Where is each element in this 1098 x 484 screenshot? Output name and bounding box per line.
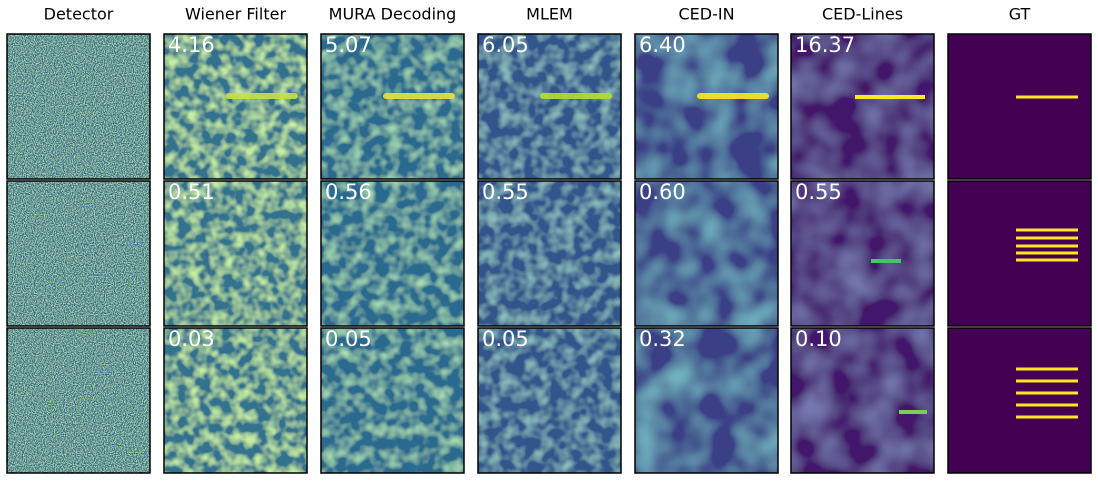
score-label: 0.05 — [482, 327, 529, 351]
feature-streak — [697, 93, 769, 99]
feature-streak — [855, 95, 925, 99]
image-panel — [164, 34, 307, 179]
column-header: Detector — [44, 5, 114, 24]
panel-border — [790, 180, 935, 327]
panel-border — [6, 180, 151, 327]
image-panel — [321, 34, 464, 179]
gt-line — [1016, 403, 1078, 407]
image-panel — [635, 34, 778, 179]
image-panel — [7, 34, 150, 179]
image-panel — [948, 328, 1091, 473]
gt-line — [1016, 367, 1078, 371]
score-label: 5.07 — [325, 33, 372, 57]
panel-border — [163, 327, 308, 474]
panel-border — [947, 33, 1092, 180]
feature-streak — [871, 259, 901, 263]
column-header: MURA Decoding — [329, 5, 457, 24]
image-panel — [948, 34, 1091, 179]
image-panel — [478, 34, 621, 179]
score-label: 4.16 — [168, 33, 215, 57]
score-label: 0.32 — [639, 327, 686, 351]
panel-border — [477, 180, 622, 327]
gt-line — [1016, 258, 1078, 262]
panel-border — [6, 327, 151, 474]
panel-border — [163, 33, 308, 180]
gt-line — [1016, 391, 1078, 395]
column-header: Wiener Filter — [185, 5, 286, 24]
column-header: MLEM — [526, 5, 573, 24]
panel-border — [634, 33, 779, 180]
panel-border — [320, 180, 465, 327]
image-panel — [164, 328, 307, 473]
score-label: 16.37 — [795, 33, 855, 57]
image-panel — [791, 34, 934, 179]
feature-streak — [383, 93, 455, 99]
panel-border — [790, 33, 935, 180]
panel-border — [790, 327, 935, 474]
panel-border — [163, 180, 308, 327]
gt-line — [1016, 415, 1078, 419]
score-label: 0.60 — [639, 180, 686, 204]
image-panel — [164, 181, 307, 326]
image-panel — [7, 328, 150, 473]
panel-border — [947, 180, 1092, 327]
feature-streak — [226, 93, 298, 99]
score-label: 0.05 — [325, 327, 372, 351]
image-panel — [791, 328, 934, 473]
panel-border — [320, 33, 465, 180]
score-label: 0.10 — [795, 327, 842, 351]
panel-border — [634, 327, 779, 474]
score-label: 6.05 — [482, 33, 529, 57]
panel-border — [947, 327, 1092, 474]
feature-streak — [540, 93, 612, 99]
image-panel — [321, 181, 464, 326]
score-label: 6.40 — [639, 33, 686, 57]
image-panel — [478, 328, 621, 473]
panel-border — [477, 327, 622, 474]
panel-border — [477, 33, 622, 180]
gt-line — [1016, 251, 1078, 255]
image-panel — [478, 181, 621, 326]
image-panel — [7, 181, 150, 326]
column-header: CED-Lines — [822, 5, 903, 24]
panel-border — [320, 327, 465, 474]
gt-line — [1016, 379, 1078, 383]
gt-line — [1016, 244, 1078, 248]
score-label: 0.51 — [168, 180, 215, 204]
image-panel — [635, 181, 778, 326]
score-label: 0.03 — [168, 327, 215, 351]
image-panel — [791, 181, 934, 326]
score-label: 0.56 — [325, 180, 372, 204]
image-panel — [635, 328, 778, 473]
panel-border — [6, 33, 151, 180]
score-label: 0.55 — [482, 180, 529, 204]
feature-streak — [899, 410, 927, 414]
gt-line — [1016, 236, 1078, 240]
column-header: GT — [1009, 5, 1031, 24]
gt-line — [1016, 228, 1078, 232]
image-panel — [321, 328, 464, 473]
score-label: 0.55 — [795, 180, 842, 204]
gt-line — [1016, 95, 1078, 99]
panel-border — [634, 180, 779, 327]
column-header: CED-IN — [678, 5, 734, 24]
